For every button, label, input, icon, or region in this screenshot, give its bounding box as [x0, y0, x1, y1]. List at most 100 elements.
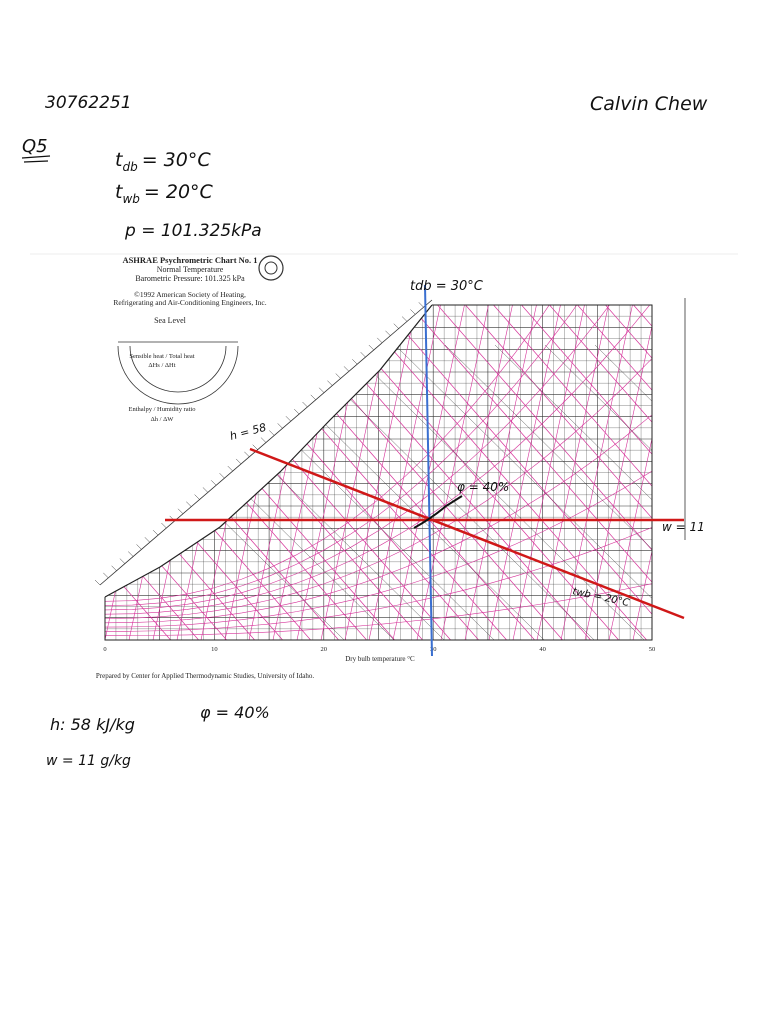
volume-grid [392, 305, 474, 640]
protractor-label: Enthalpy / Humidity ratio [129, 406, 196, 413]
scale-tick [161, 522, 167, 529]
enthalpy-grid [294, 344, 652, 640]
volume-grid [560, 305, 642, 640]
given-symbol: t [115, 181, 124, 203]
given: p = 101.325kPa [124, 221, 262, 241]
scale-tick [385, 330, 391, 336]
chart-frame [104, 304, 653, 641]
chart-subtitle: Normal Temperature [157, 265, 224, 274]
scale-tick [393, 323, 399, 329]
scale-tick [327, 380, 333, 386]
scale-tick [368, 344, 375, 351]
scale-tick [244, 451, 250, 458]
enthalpy-grid [494, 344, 652, 640]
scale-tick [260, 437, 267, 443]
answer: φ = 40% [200, 703, 270, 722]
scale-tick [335, 373, 341, 379]
question-label: Q5 [22, 136, 48, 157]
wet-bulb-grid [468, 305, 652, 640]
underline [23, 160, 49, 163]
enthalpy-grid [394, 344, 652, 640]
student-id: 30762251 [45, 93, 132, 113]
scale-tick [219, 473, 225, 479]
scale-tick [235, 458, 242, 465]
wet-bulb-line [249, 447, 685, 620]
scale-tick [418, 302, 424, 308]
given-rest: = 30°C [142, 149, 212, 171]
volume-grid [464, 305, 546, 640]
enthalpy-scale [94, 299, 433, 586]
rh-grid [105, 358, 652, 619]
given-sub: wb [122, 192, 140, 206]
chart-pressure: Barometric Pressure: 101.325 kPa [135, 274, 245, 283]
given: twb = 20°C [115, 181, 214, 206]
protractor-label: Δh / ΔW [151, 416, 175, 423]
x-tick-label: 0 [103, 646, 106, 653]
rh-grid [105, 305, 652, 615]
enthalpy-grid [344, 344, 652, 640]
enthalpy-grid [544, 344, 652, 640]
annotation: φ = 40% [457, 480, 509, 494]
scale-tick [269, 430, 275, 436]
scale-tick [144, 537, 150, 543]
wet-bulb-grid [356, 305, 652, 640]
scale-tick [119, 558, 126, 564]
scale-tick [211, 480, 217, 486]
logo [258, 255, 284, 281]
rh-grid [105, 414, 652, 624]
wet-bulb-grid [496, 305, 652, 640]
scale-tick [360, 351, 366, 358]
x-tick-label: 40 [539, 646, 546, 653]
scale-tick [294, 408, 300, 415]
scale-tick [94, 579, 101, 586]
protractor [117, 341, 239, 405]
x-tick-label: 20 [321, 646, 328, 653]
annotation: tdb = 30°C [410, 279, 484, 294]
scale-tick [302, 401, 308, 408]
underline [21, 155, 51, 159]
x-tick-label: 30 [430, 646, 437, 653]
chart-copyright: ©1992 American Society of Heating, [134, 290, 246, 299]
answer: w = 11 g/kg [46, 753, 131, 769]
scale-tick [177, 508, 184, 514]
rh-grid [105, 527, 652, 632]
scale-tick [277, 423, 283, 429]
volume-grid [512, 305, 594, 640]
chart-title: ASHRAE Psychrometric Chart No. 1 [122, 255, 257, 265]
scale-tick [128, 551, 134, 557]
scale-tick [103, 572, 109, 579]
wet-bulb-grid [440, 305, 652, 640]
enthalpy-grid [444, 344, 652, 640]
scale-tick [186, 501, 192, 507]
wet-bulb-grid [412, 305, 652, 640]
volume-grid [488, 305, 570, 640]
x-tick-label: 50 [649, 646, 656, 653]
scale-tick [343, 366, 350, 372]
scale-tick [152, 529, 159, 536]
volume-grid [536, 305, 618, 640]
annotation: w = 11 [662, 520, 705, 534]
given-symbol: t [115, 149, 124, 171]
dry-bulb-line [424, 284, 433, 657]
given-sub: db [122, 160, 138, 174]
x-axis-label: Dry bulb temperature °C [345, 655, 415, 663]
student-name: Calvin Chew [590, 93, 708, 115]
scale-tick [377, 337, 383, 344]
scale-tick [285, 416, 292, 422]
protractor-label: ΔHs / ΔHt [148, 362, 175, 369]
volume-grid [608, 305, 652, 640]
rh-grid [105, 305, 652, 606]
scale-tick [227, 465, 233, 472]
saturation-curve [104, 304, 433, 598]
chart-level: Sea Level [154, 316, 187, 325]
volume-grid [632, 305, 652, 640]
scale-tick [202, 487, 209, 493]
volume-grid [368, 305, 450, 640]
wet-bulb-grid [552, 305, 652, 640]
given-rest: = 20°C [144, 181, 214, 203]
scale-tick [410, 309, 416, 315]
chart-copyright: Refrigerating and Air-Conditioning Engin… [113, 298, 266, 307]
rh-curve [413, 495, 463, 529]
